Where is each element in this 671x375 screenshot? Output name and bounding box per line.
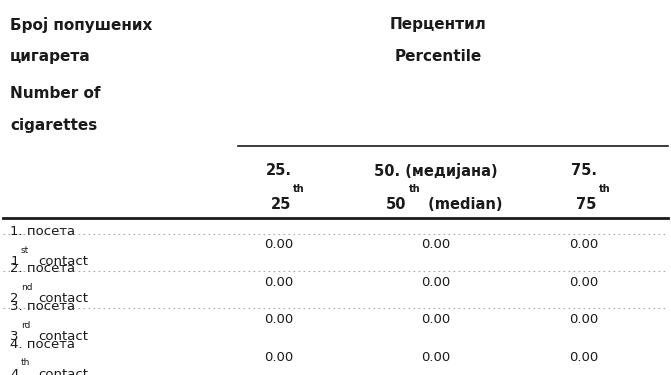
Text: 1. посета: 1. посета: [10, 225, 75, 238]
Text: 1: 1: [10, 255, 19, 268]
Text: 75: 75: [576, 197, 596, 212]
Text: 4. посета: 4. посета: [10, 338, 75, 351]
Text: rd: rd: [21, 321, 30, 330]
Text: Percentile: Percentile: [394, 49, 482, 64]
Text: 0.00: 0.00: [569, 351, 599, 364]
Text: 75.: 75.: [571, 163, 597, 178]
Text: 0.00: 0.00: [421, 313, 451, 326]
Text: st: st: [21, 246, 29, 255]
Text: th: th: [409, 184, 421, 194]
Text: contact: contact: [38, 292, 89, 306]
Text: contact: contact: [38, 255, 89, 268]
Text: 0.00: 0.00: [569, 238, 599, 251]
Text: 3. посета: 3. посета: [10, 300, 75, 313]
Text: 2: 2: [10, 292, 19, 306]
Text: 0.00: 0.00: [264, 351, 293, 364]
Text: contact: contact: [38, 368, 89, 375]
Text: 50: 50: [386, 197, 407, 212]
Text: th: th: [293, 184, 305, 194]
Text: th: th: [599, 184, 610, 194]
Text: 0.00: 0.00: [569, 276, 599, 289]
Text: 0.00: 0.00: [264, 238, 293, 251]
Text: nd: nd: [21, 283, 32, 292]
Text: (median): (median): [423, 197, 502, 212]
Text: 0.00: 0.00: [421, 276, 451, 289]
Text: 2. посета: 2. посета: [10, 262, 75, 276]
Text: 0.00: 0.00: [264, 276, 293, 289]
Text: 0.00: 0.00: [569, 313, 599, 326]
Text: contact: contact: [38, 330, 89, 343]
Text: 0.00: 0.00: [421, 238, 451, 251]
Text: 4: 4: [10, 368, 18, 375]
Text: cigarettes: cigarettes: [10, 118, 97, 133]
Text: Number of: Number of: [10, 86, 101, 101]
Text: th: th: [21, 358, 30, 367]
Text: 0.00: 0.00: [264, 313, 293, 326]
Text: 25: 25: [270, 197, 291, 212]
Text: цигарета: цигарета: [10, 49, 91, 64]
Text: Број попушених: Број попушених: [10, 17, 152, 33]
Text: 3: 3: [10, 330, 19, 343]
Text: 50. (медијана): 50. (медијана): [374, 163, 498, 179]
Text: 0.00: 0.00: [421, 351, 451, 364]
Text: Перцентил: Перцентил: [389, 17, 486, 32]
Text: 25.: 25.: [266, 163, 291, 178]
